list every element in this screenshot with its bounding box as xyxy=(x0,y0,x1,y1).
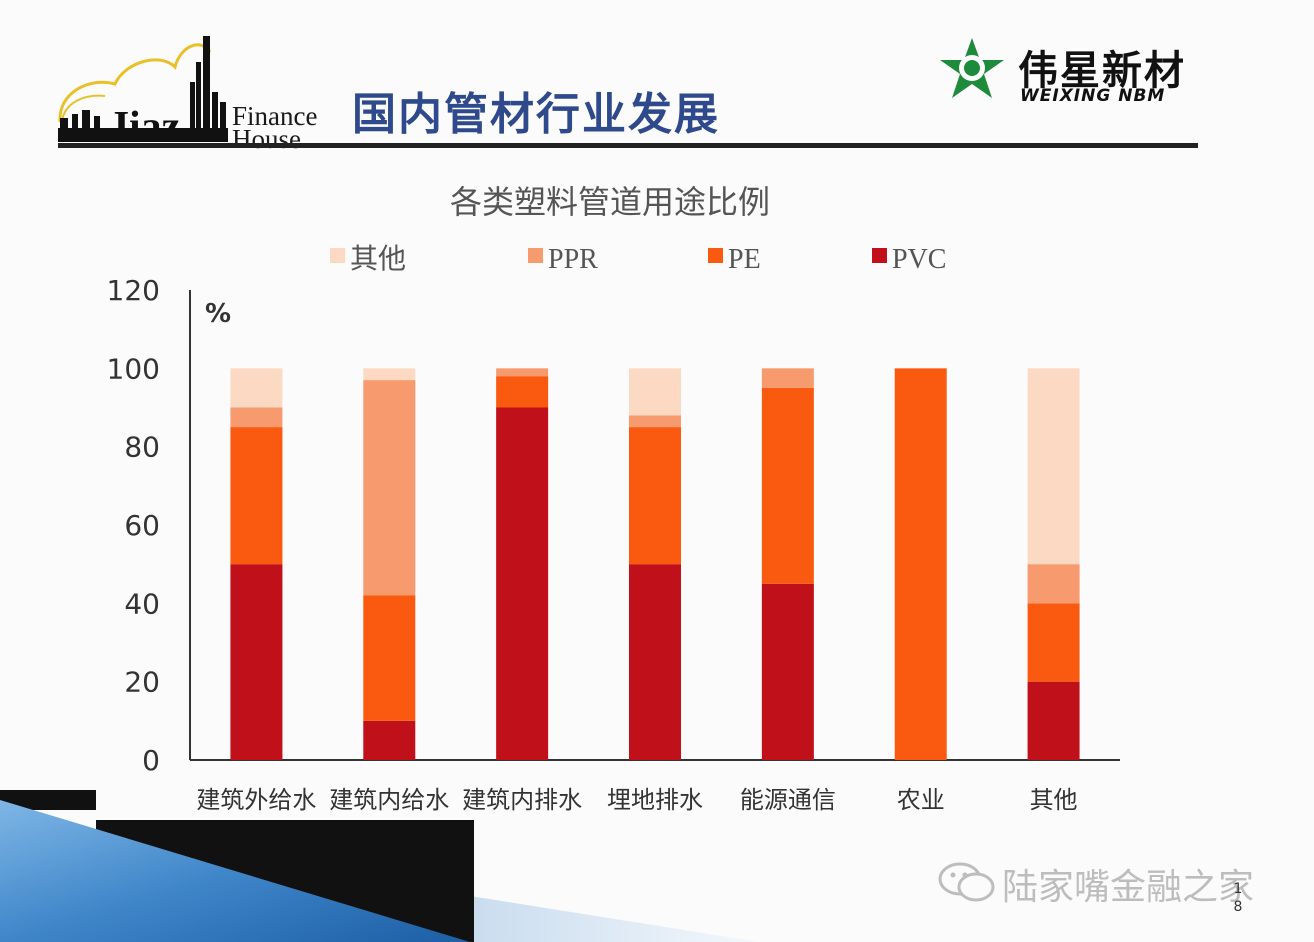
legend-label: PE xyxy=(728,244,761,275)
bar-segment xyxy=(496,376,549,408)
bar-segment xyxy=(230,407,283,428)
bar-segment xyxy=(761,583,814,760)
page-number: 1 8 xyxy=(1232,880,1244,916)
chart-title: 各类塑料管道用途比例 xyxy=(450,183,770,221)
decorative-corner-shape xyxy=(0,790,760,942)
house-word: House xyxy=(232,124,301,154)
bar-segment xyxy=(230,368,283,408)
bar-segment xyxy=(1027,603,1080,682)
y-unit-label: % xyxy=(205,299,231,329)
y-tick-label: 60 xyxy=(124,509,160,542)
legend-swatch xyxy=(872,248,887,263)
bar-segment xyxy=(230,564,283,760)
legend-swatch xyxy=(528,248,543,263)
finance-house-logo: Jiaz xyxy=(58,36,228,150)
bar-segment xyxy=(1027,368,1080,565)
weixing-logo-icon xyxy=(940,38,1004,98)
legend-swatch xyxy=(330,248,345,263)
bar-segment xyxy=(363,368,416,381)
bar-segment xyxy=(629,564,681,760)
slide-title: 国内管材行业发展 xyxy=(352,89,720,140)
x-tick-label: 建筑外给水 xyxy=(196,786,316,814)
finance-word: Finance xyxy=(232,101,318,131)
brand-name-en: WEIXING NBM xyxy=(1020,86,1166,106)
bar-segment xyxy=(496,407,549,760)
bar-segment xyxy=(363,380,416,596)
bar-segment xyxy=(894,368,947,760)
bar-segment xyxy=(629,427,681,565)
bar-segment xyxy=(363,720,416,760)
x-tick-label: 农业 xyxy=(897,786,945,814)
bar-segment xyxy=(761,368,814,388)
y-tick-label: 120 xyxy=(107,274,160,307)
wechat-icon xyxy=(938,862,995,902)
title-divider xyxy=(58,143,1198,148)
y-tick-label: 40 xyxy=(124,587,160,620)
bar-segment xyxy=(1027,564,1080,604)
y-tick-label: 100 xyxy=(107,352,160,385)
watermark-text: 陆家嘴金融之家 xyxy=(1002,867,1255,908)
y-tick-label: 20 xyxy=(124,666,160,699)
x-tick-label: 建筑内排水 xyxy=(462,786,582,814)
bar-segment xyxy=(1027,681,1080,760)
bar-segment xyxy=(761,387,814,584)
watermark: 陆家嘴金融之家 xyxy=(936,858,1254,910)
x-tick-label: 埋地排水 xyxy=(607,786,703,814)
bar-segment xyxy=(230,427,283,565)
bar-segment xyxy=(496,368,549,377)
legend-swatch xyxy=(708,248,723,263)
bar-segment xyxy=(363,595,416,721)
legend-label: PPR xyxy=(548,244,598,275)
page-number-digit-2: 8 xyxy=(1233,899,1243,915)
brand-name-cn: 伟星新材 xyxy=(1018,48,1186,94)
x-tick-label: 其他 xyxy=(1030,786,1078,814)
legend-label: 其他 xyxy=(350,243,406,275)
finance-house-wordmark: Finance House xyxy=(232,101,318,154)
skyline-text: Jiaz xyxy=(108,104,180,150)
y-tick-label: 0 xyxy=(142,744,160,777)
bar-segment xyxy=(629,415,681,428)
y-tick-label: 80 xyxy=(124,431,160,464)
legend-label: PVC xyxy=(892,244,946,275)
x-tick-label: 建筑内给水 xyxy=(329,786,449,814)
x-tick-label: 能源通信 xyxy=(740,786,836,814)
bar-segment xyxy=(629,368,681,416)
page-number-digit-1: 1 xyxy=(1233,881,1243,897)
